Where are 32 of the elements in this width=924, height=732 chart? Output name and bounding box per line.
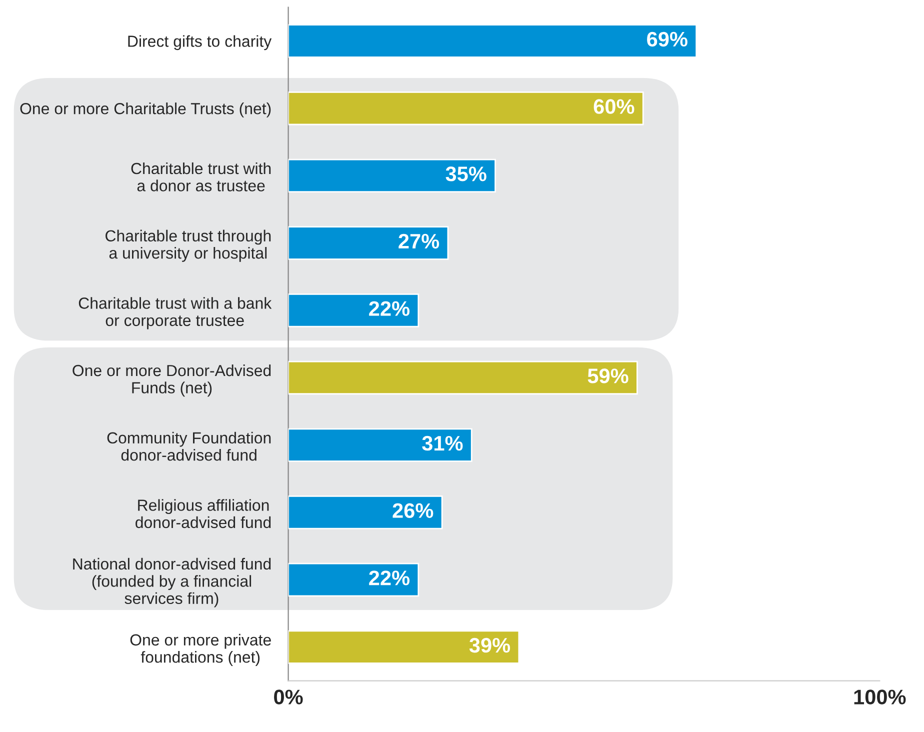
x-tick-label: 100% [854,690,906,704]
bar [288,226,449,260]
data-label: 60% [594,99,634,114]
data-label: 59% [588,368,628,384]
data-label: 22% [369,301,410,316]
x-tick-label: 0% [274,690,303,704]
y-tick-label: Charitable trust with a donor as trustee [131,162,271,192]
bar [288,24,698,58]
data-label: 26% [392,503,434,518]
y-tick-label: One or more Donor-Advised Funds (net) [72,364,271,397]
y-tick-label: Charitable trust with a bank or corporate trustee [78,297,272,330]
bar [288,91,644,126]
data-label: 39% [469,638,510,653]
data-label: 35% [446,166,486,182]
y-tick-label: Religious affiliation donor-advised fund [136,499,271,528]
bar [288,630,520,664]
y-tick-label: National donor-advised fund (founded by a financial services firm) [73,558,271,608]
data-label: 22% [369,570,410,586]
bar [288,294,420,328]
y-tick-label: Direct gifts to charity [128,35,272,50]
data-label: 31% [422,436,463,451]
y-tick-label: One or more Charitable Trusts (net) [20,102,271,118]
y-tick-label: Charitable trust through a university or hospital [106,230,271,262]
bar [288,496,443,530]
y-tick-label: One or more private foundations (net) [130,634,271,666]
data-label: 27% [398,234,440,249]
y-tick-label: Community Foundation donor-advised fund [107,432,271,461]
bar [288,428,472,462]
bar [288,158,496,193]
data-label: 69% [647,32,688,47]
bar [288,360,638,395]
bar [288,562,420,597]
